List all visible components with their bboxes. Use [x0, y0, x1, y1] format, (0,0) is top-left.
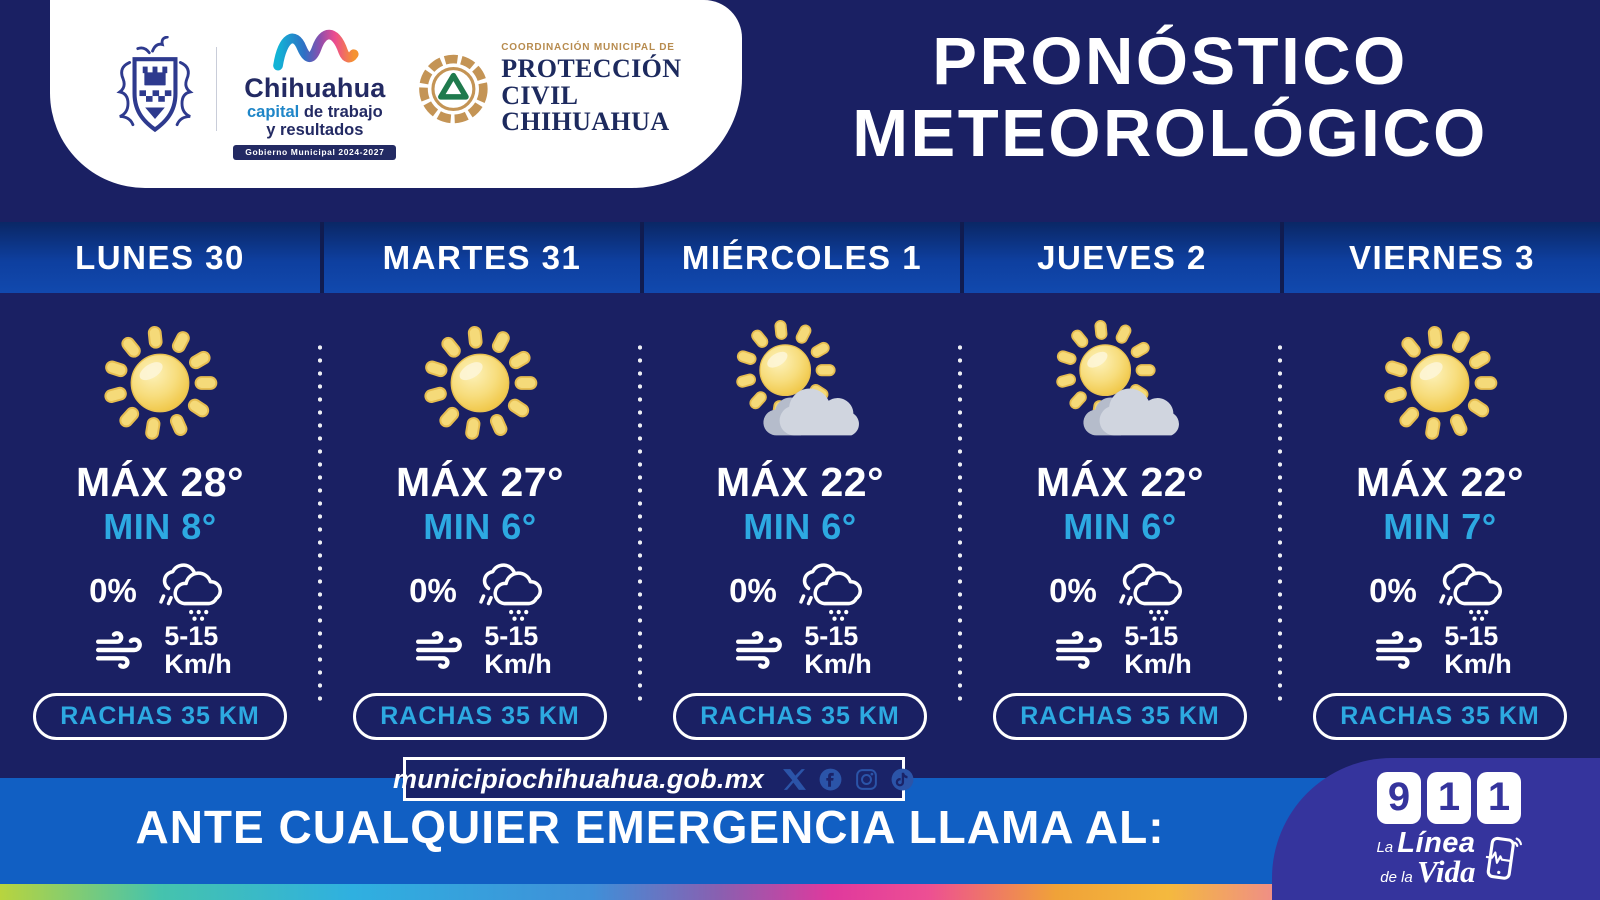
linea-de-la-vida-logo: La Línea de la Vida [1376, 828, 1522, 887]
logo-divider [216, 47, 218, 131]
wind-speed: 5-15 Km/h [1444, 621, 1512, 680]
social-icons [782, 767, 915, 792]
day-header: JUEVES 2 [960, 222, 1280, 293]
chihuahua-tagline-line1: capital de trabajo [246, 103, 383, 122]
wind-icon [1048, 625, 1110, 675]
rainbow-stripe [0, 884, 1600, 900]
phone-heartbeat-icon [1484, 837, 1522, 881]
min-temperature: MIN 8° [103, 506, 217, 547]
gusts-badge: RACHAS 35 KM [993, 692, 1247, 740]
gobierno-municipal-banner: Gobierno Municipal 2024-2027 [233, 144, 397, 160]
gusts-badge: RACHAS 35 KM [353, 692, 607, 740]
forecast-day-column: MÁX 27° MIN 6° 0% 5-15 Km/h RACHAS 35 KM [318, 293, 640, 740]
day-header: MARTES 31 [320, 222, 640, 293]
forecast-day-column: MÁX 28° MIN 8° 0% 5-15 Km/h RACHAS 35 KM [0, 293, 320, 740]
precipitation-percentage: 0% [729, 572, 777, 609]
911-lifeline-panel: 9 1 1 La Línea de la Vida [1272, 758, 1600, 900]
911-digit: 1 [1427, 771, 1471, 824]
precipitation-percentage: 0% [1049, 572, 1097, 609]
column-divider-dots [1278, 341, 1282, 708]
day-header: MIÉRCOLES 1 [640, 222, 960, 293]
facebook-icon[interactable] [818, 767, 843, 792]
wind-speed: 5-15 Km/h [484, 621, 552, 680]
wind-speed: 5-15 Km/h [804, 621, 872, 680]
911-digit: 9 [1377, 771, 1421, 824]
pc-kicker: COORDINACIÓN MUNICIPAL DE [501, 42, 675, 54]
rain-cloud-icon [1113, 560, 1191, 622]
rain-cloud-icon [153, 560, 231, 622]
header-logo-card: Chihuahua capital de trabajo y resultado… [50, 0, 742, 188]
day-header-band: LUNES 30 MARTES 31 MIÉRCOLES 1 JUEVES 2 VIER… [0, 222, 1600, 293]
gusts-badge: RACHAS 35 KM [33, 692, 287, 740]
max-temperature: MÁX 22° [715, 459, 884, 505]
sun-cloud-icon [1036, 313, 1204, 453]
911-logo: 9 1 1 [1377, 771, 1521, 824]
pc-title: PROTECCIÓN CIVIL [501, 54, 682, 110]
column-divider-dots [638, 341, 642, 708]
min-temperature: MIN 7° [1383, 506, 1497, 547]
proteccion-civil-logo: COORDINACIÓN MUNICIPAL DE PROTECCIÓN CIV… [418, 42, 724, 136]
precipitation-percentage: 0% [89, 572, 137, 609]
column-divider-dots [318, 341, 322, 708]
day-header: VIERNES 3 [1280, 222, 1600, 293]
column-divider-dots [958, 341, 962, 708]
precipitation-percentage: 0% [1369, 572, 1417, 609]
emergency-text: ANTE CUALQUIER EMERGENCIA LLAMA AL: [135, 801, 1165, 853]
wind-speed: 5-15 Km/h [1124, 621, 1192, 680]
chihuahua-m-mark-icon [273, 30, 359, 71]
forecast-grid: MÁX 28° MIN 8° 0% 5-15 Km/h RACHAS 35 KM … [0, 293, 1600, 740]
tiktok-icon[interactable] [890, 767, 915, 792]
rain-cloud-icon [793, 560, 871, 622]
instagram-icon[interactable] [854, 767, 879, 792]
pc-subtitle: CHIHUAHUA [501, 107, 670, 137]
chihuahua-tagline-line2: y resultados [266, 120, 364, 139]
proteccion-civil-emblem-icon [419, 54, 489, 124]
chihuahua-coat-of-arms [116, 35, 194, 132]
min-temperature: MIN 6° [423, 506, 537, 547]
forecast-day-column: MÁX 22° MIN 6° 0% 5-15 Km/h RACHAS 35 KM [638, 293, 960, 740]
day-header: LUNES 30 [75, 238, 245, 276]
max-temperature: MÁX 22° [1035, 459, 1204, 505]
rain-cloud-icon [1433, 560, 1511, 622]
sun-icon [1356, 313, 1524, 453]
page-title: PRONÓSTICO METEOROLÓGICO [770, 24, 1570, 172]
sun-icon [76, 313, 244, 453]
911-digit: 1 [1477, 771, 1521, 824]
page-title-line1: PRONÓSTICO [932, 24, 1408, 99]
max-temperature: MÁX 22° [1355, 459, 1524, 505]
website-url[interactable]: municipiochihuahua.gob.mx [392, 763, 765, 794]
precipitation-percentage: 0% [409, 572, 457, 609]
wind-icon [88, 625, 150, 675]
sun-cloud-icon [716, 313, 884, 453]
sun-icon [396, 313, 564, 453]
min-temperature: MIN 6° [1063, 506, 1177, 547]
chihuahua-wordmark: Chihuahua [244, 73, 386, 104]
forecast-day-column: MÁX 22° MIN 7° 0% 5-15 Km/h RACHAS 35 KM [1278, 293, 1600, 740]
chihuahua-capital-logo: Chihuahua capital de trabajo y resultado… [233, 18, 397, 160]
wind-icon [728, 625, 790, 675]
website-bar: municipiochihuahua.gob.mx [393, 757, 914, 801]
page-title-line2: METEOROLÓGICO [852, 96, 1488, 172]
x-icon[interactable] [782, 767, 807, 792]
min-temperature: MIN 6° [743, 506, 857, 547]
wind-speed: 5-15 Km/h [164, 621, 232, 680]
wind-icon [408, 625, 470, 675]
gusts-badge: RACHAS 35 KM [673, 692, 927, 740]
rain-cloud-icon [473, 560, 551, 622]
gusts-badge: RACHAS 35 KM [1313, 692, 1567, 740]
max-temperature: MÁX 28° [75, 459, 244, 505]
max-temperature: MÁX 27° [395, 459, 564, 505]
forecast-day-column: MÁX 22° MIN 6° 0% 5-15 Km/h RACHAS 35 KM [958, 293, 1280, 740]
wind-icon [1368, 625, 1430, 675]
